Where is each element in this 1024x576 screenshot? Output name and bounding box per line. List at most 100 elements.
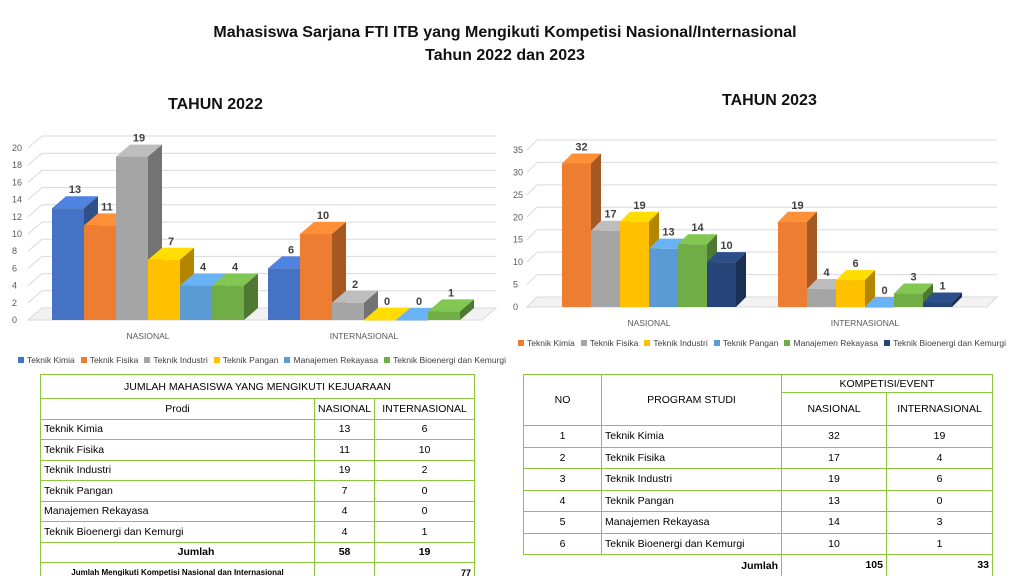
- table-total-row: Jumlah 58 19: [40, 541, 475, 563]
- table-2023-header-nasional: NASIONAL: [781, 392, 887, 426]
- y-tick-label: 14: [12, 195, 22, 205]
- gridline-depth: [526, 274, 538, 285]
- data-label: 19: [133, 133, 145, 145]
- chart-2023-title: TAHUN 2023: [722, 92, 817, 109]
- table-row: 3 Teknik Industri 19 6: [523, 468, 993, 491]
- legend-label: Teknik Bioenergi dan Kemurgi: [893, 338, 1006, 348]
- bar-front: [894, 293, 923, 307]
- table-grand-total-value: 77: [374, 562, 475, 576]
- page-title-line1: Mahasiswa Sarjana FTI ITB yang Mengikuti…: [213, 24, 797, 41]
- bar-teknik-bioenergi-dan-kemurgi-internasional: [428, 299, 474, 320]
- bar-teknik-industri-internasional: [836, 270, 875, 307]
- bar-teknik-bioenergi-dan-kemurgi-internasional: [923, 292, 962, 307]
- bar-top: [562, 153, 601, 164]
- gridline-depth: [27, 170, 43, 183]
- table-cell-nasional: 19: [781, 468, 887, 491]
- table-cell-internasional: 10: [374, 439, 475, 461]
- legend-label: Teknik Fisika: [89, 355, 139, 365]
- y-tick-label: 4: [12, 281, 17, 291]
- data-label: 7: [168, 236, 174, 248]
- table-cell-prodi: Teknik Pangan: [601, 489, 782, 512]
- bar-front: [678, 244, 707, 307]
- table-cell-prodi: Teknik Bioenergi dan Kemurgi: [601, 532, 782, 555]
- table-cell-no: 1: [523, 425, 602, 448]
- table-grand-total-row: Jumlah Mengikuti Kompetisi Nasional dan …: [40, 562, 475, 576]
- legend-label: Teknik Fisika: [589, 338, 639, 348]
- chart-2023: 0 5 10 15 20 25 30 35 32 17 19 13 14 10 NASIONAL 19 4 6 0 3…: [513, 139, 999, 328]
- y-tick-label: 8: [12, 246, 17, 256]
- table-row: 2 Teknik Fisika 17 4: [523, 446, 993, 469]
- bar-front: [148, 259, 180, 320]
- legend-swatch: [384, 357, 391, 363]
- legend-swatch: [80, 357, 87, 363]
- bar-top: [894, 283, 933, 294]
- table-row: Teknik Fisika 11 10: [40, 439, 475, 461]
- bar-side: [244, 273, 258, 320]
- y-tick-label: 6: [12, 263, 17, 273]
- y-tick-label: 0: [12, 315, 17, 325]
- y-tick-label: 16: [12, 177, 22, 187]
- gridline-depth: [526, 162, 538, 173]
- bar-top: [836, 270, 875, 281]
- table-cell-prodi: Teknik Industri: [601, 468, 782, 491]
- legend-item-teknik-pangan: Teknik Pangan: [713, 338, 779, 348]
- legend-item-teknik-bioenergi-dan-kemurgi: Teknik Bioenergi dan Kemurgi: [884, 338, 1006, 348]
- bar-front: [84, 225, 116, 320]
- bar-front: [807, 289, 836, 307]
- table-total-nasional: 58: [313, 541, 376, 563]
- bar-top: [778, 211, 817, 222]
- data-label: 0: [416, 296, 422, 308]
- gridline-depth: [27, 256, 43, 269]
- bar-front: [52, 208, 84, 320]
- table-cell-internasional: 2: [374, 459, 475, 481]
- data-label: 14: [691, 222, 704, 234]
- bar-front: [865, 307, 894, 308]
- bar-front: [649, 248, 678, 307]
- y-tick-label: 10: [513, 257, 523, 267]
- legend-swatch: [644, 340, 651, 346]
- table-total-internasional: 33: [886, 554, 993, 576]
- chart-2022-title: TAHUN 2022: [168, 96, 263, 113]
- data-label: 11: [101, 201, 113, 213]
- legend-swatch: [18, 357, 24, 363]
- table-cell-internasional: 0: [374, 480, 475, 502]
- table-cell-nasional: 14: [781, 511, 887, 534]
- table-row: 6 Teknik Bioenergi dan Kemurgi 10 1: [523, 532, 993, 555]
- legend-label: Teknik Industri: [653, 338, 708, 348]
- table-cell-prodi: Teknik Pangan: [40, 480, 315, 502]
- data-label: 1: [448, 287, 454, 299]
- table-2022-header-nasional: NASIONAL: [313, 398, 376, 420]
- table-cell-no: 2: [523, 446, 602, 469]
- bar-side: [460, 299, 474, 320]
- bar-top: [300, 222, 346, 234]
- legend-swatch: [518, 340, 524, 346]
- bar-top: [212, 273, 258, 286]
- y-tick-label: 20: [513, 212, 523, 222]
- x-tick-label: NASIONAL: [127, 331, 170, 341]
- table-cell-prodi: Teknik Kimia: [40, 418, 315, 440]
- table-cell-prodi: Manajemen Rekayasa: [40, 500, 315, 522]
- y-tick-label: 20: [12, 143, 22, 153]
- table-cell-internasional: 4: [886, 446, 993, 469]
- legend-swatch: [580, 340, 587, 346]
- table-cell-prodi: Teknik Fisika: [40, 439, 315, 461]
- legend-label: Teknik Pangan: [722, 338, 779, 348]
- bar-top: [52, 196, 98, 209]
- bar-teknik-bioenergi-dan-kemurgi-nasional: [212, 273, 258, 320]
- table-2022-caption: JUMLAH MAHASISWA YANG MENGIKUTI KEJUARAA…: [40, 374, 475, 399]
- table-cell-nasional: 4: [313, 500, 376, 522]
- table-2022-header-prodi: Prodi: [40, 398, 315, 420]
- table-row: 4 Teknik Pangan 13 0: [523, 489, 993, 512]
- bar-side: [736, 252, 746, 307]
- legend-item-teknik-fisika: Teknik Fisika: [580, 338, 639, 348]
- y-tick-label: 10: [12, 229, 22, 239]
- table-2023-header-internasional: INTERNASIONAL: [886, 392, 993, 426]
- gridline-depth: [27, 135, 43, 149]
- table-cell-nasional: 11: [313, 439, 376, 461]
- table-total-internasional: 19: [374, 541, 475, 563]
- table-cell-internasional: 1: [886, 532, 993, 555]
- table-2023: NO PROGRAM STUDI KOMPETISI/EVENT NASIONA…: [523, 374, 993, 576]
- bar-front: [396, 320, 428, 321]
- bar-top: [678, 234, 717, 245]
- gridline-depth: [526, 251, 538, 263]
